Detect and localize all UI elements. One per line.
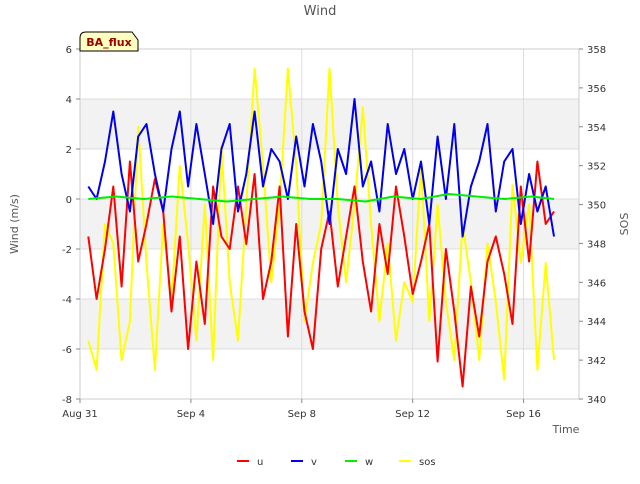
y2-tick-label-9: 358 (587, 45, 606, 56)
series-lines (87, 67, 555, 388)
series-v-line (87, 98, 555, 238)
y2-tick-label-5: 350 (587, 201, 606, 212)
y-tick-label-3: -2 (62, 245, 72, 256)
band-0 (80, 99, 579, 149)
series-w-line (88, 193, 555, 203)
legend-label-sos: sos (419, 457, 436, 468)
y-tick-label-7: 6 (66, 45, 72, 56)
legend-label-w: w (365, 457, 373, 468)
band-2 (80, 299, 579, 349)
y2-tick-label-7: 354 (587, 123, 606, 134)
y2-tick-label-3: 346 (587, 278, 606, 289)
y-tick-label-5: 2 (66, 145, 72, 156)
plot-frame (79, 48, 580, 400)
y-tick-label-0: -8 (62, 395, 72, 406)
x-axis-label: Time (552, 423, 580, 436)
x-tick-label-1: Sep 4 (177, 409, 205, 420)
y2-tick-label-4: 348 (587, 239, 606, 250)
x-tick-label-2: Sep 8 (288, 409, 316, 420)
site-badge-label: BA_flux (86, 36, 131, 49)
y2-axis-label: SOS (618, 213, 631, 236)
legend-label-v: v (311, 457, 317, 468)
legend: u v w sos (237, 457, 436, 468)
y2-tick-label-6: 352 (587, 162, 606, 173)
y2-tick-label-8: 356 (587, 84, 606, 95)
y-tick-label-2: -4 (62, 295, 72, 306)
y2-tick-label-2: 344 (587, 317, 606, 328)
legend-label-u: u (257, 457, 263, 468)
site-badge: BA_flux (79, 31, 139, 52)
series-u-line (87, 160, 555, 388)
x-tick-label-0: Aug 31 (62, 409, 97, 420)
y2-tick-label-0: 340 (587, 395, 606, 406)
y-tick-label-6: 4 (66, 95, 72, 106)
axes: -8 -6 -4 -2 0 2 4 6 340 342 344 346 348 350 352 354 356 3… (62, 45, 606, 420)
y2-tick-label-1: 342 (587, 356, 606, 367)
y-tick-label-4: 0 (66, 195, 72, 206)
x-tick-label-3: Sep 12 (395, 409, 430, 420)
y-tick-label-1: -6 (62, 345, 72, 356)
x-tick-label-4: Sep 16 (506, 409, 541, 420)
site-badge-shape (79, 31, 139, 52)
y-axis-label: Wind (m/s) (8, 194, 21, 254)
chart-title: Wind (304, 4, 337, 19)
